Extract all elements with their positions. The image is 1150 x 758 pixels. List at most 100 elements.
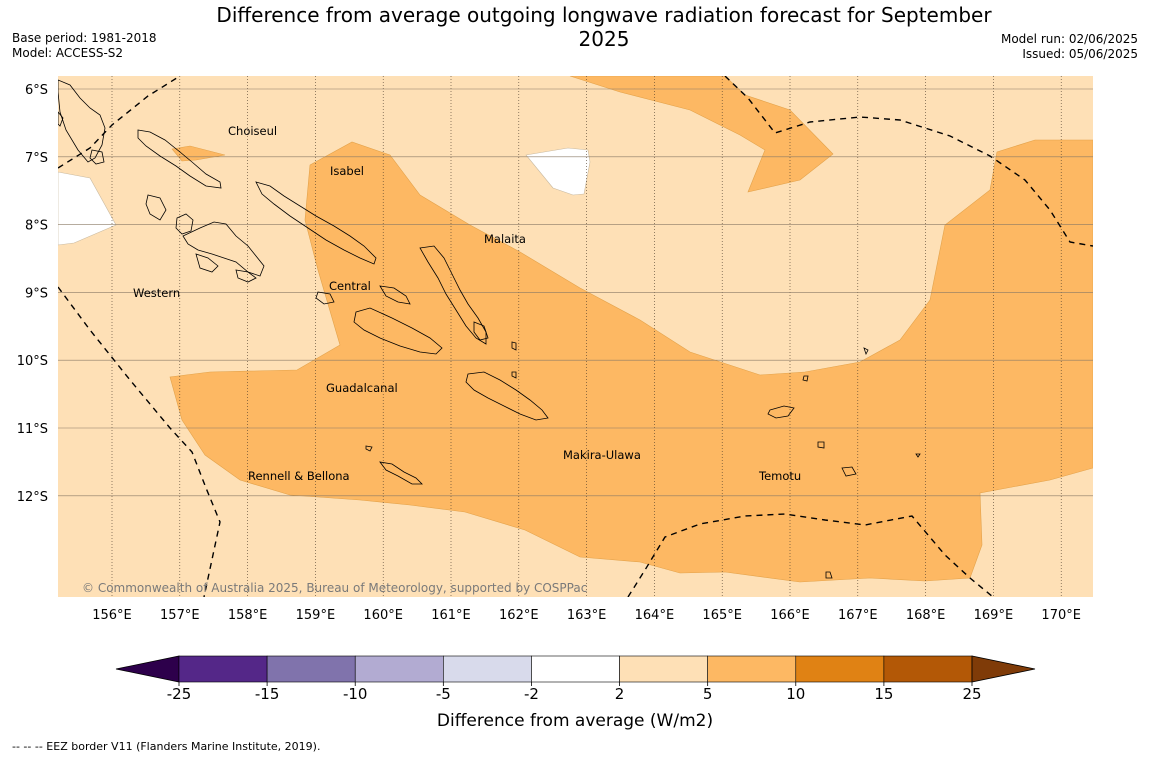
santa-isabel-island	[255, 181, 377, 265]
longitude-tick-label: 156°E	[92, 608, 132, 623]
issued-date: Issued: 05/06/2025	[1022, 47, 1138, 61]
chart-title: Difference from average outgoing longwav…	[216, 3, 992, 51]
colorbar	[115, 655, 1036, 683]
longitude-tick-label: 165°E	[702, 608, 742, 623]
vangunu-island	[235, 269, 257, 283]
region-label-western: Western	[133, 286, 180, 300]
colorbar-tick-label: -25	[167, 685, 192, 703]
new-georgia-island	[182, 221, 265, 277]
eez-legend-footnote: -- -- -- EEZ border V11 (Flanders Marine…	[12, 740, 321, 753]
colorbar-bin	[531, 655, 620, 683]
vanikoro-island	[841, 466, 857, 477]
colorbar-tick-labels: -25 -15 -10 -5 -2 2 5 10 15 25	[167, 682, 982, 703]
buka-island	[58, 111, 64, 127]
region-label-makira-ulawa: Makira-Ulawa	[563, 448, 641, 462]
anomaly-zone-choiseul	[171, 145, 226, 162]
duff-islands	[802, 375, 809, 382]
makira-island	[465, 371, 549, 421]
eez-border-northwest	[58, 76, 181, 169]
longitude-tick-label: 158°E	[228, 608, 268, 623]
tikopia-island	[825, 571, 833, 579]
anomaly-zone-main	[169, 139, 1093, 583]
map-panel: Choiseul Isabel Malaita Western Central …	[58, 76, 1093, 597]
colorbar-bin	[354, 655, 444, 683]
kolombangara-island	[175, 213, 194, 235]
eez-border-south	[627, 513, 994, 597]
region-label-choiseul: Choiseul	[228, 124, 277, 138]
colorbar-tick-label: -5	[436, 685, 451, 703]
colorbar-bin	[178, 655, 268, 683]
eez-border-north	[724, 76, 1093, 247]
colorbar-bin	[619, 655, 708, 683]
latitude-tick-labels: 6°S 7°S 8°S 9°S 10°S 11°S 12°S	[17, 83, 48, 505]
reef-islands	[863, 347, 869, 356]
guadalcanal-island	[353, 307, 443, 355]
longitude-tick-label: 162°E	[499, 608, 539, 623]
model-name: Model: ACCESS-S2	[12, 46, 124, 60]
latitude-tick-label: 7°S	[25, 151, 48, 166]
colorbar-bin	[443, 655, 532, 683]
eez-borders	[58, 76, 1093, 597]
copyright-notice: © Commonwealth of Australia 2025, Bureau…	[82, 581, 587, 595]
ugi-island	[511, 371, 517, 379]
longitude-tick-label: 168°E	[906, 608, 946, 623]
shortland-island	[89, 149, 105, 165]
vella-lavella-island	[145, 194, 167, 221]
ulawa-island	[511, 341, 517, 351]
utupua-island	[817, 441, 825, 449]
latitude-tick-label: 10°S	[17, 354, 48, 369]
colorbar-bin	[883, 655, 973, 683]
colorbar-tick-label: -15	[255, 685, 280, 703]
colorbar-extend-high	[971, 655, 1036, 683]
region-label-central: Central	[329, 279, 371, 293]
anuta-island	[915, 453, 921, 458]
rendova-island	[195, 253, 219, 273]
longitude-tick-label: 164°E	[635, 608, 675, 623]
colorbar-tick-label: 10	[786, 685, 805, 703]
longitude-tick-label: 163°E	[567, 608, 607, 623]
colorbar-bin	[266, 655, 356, 683]
malaita-island	[419, 245, 487, 345]
colorbar-tick-label: -10	[343, 685, 368, 703]
islands	[58, 79, 921, 579]
latitude-tick-label: 12°S	[17, 490, 48, 505]
nendo-island	[767, 405, 795, 419]
longitude-tick-label: 166°E	[770, 608, 810, 623]
region-label-temotu: Temotu	[758, 469, 801, 483]
latitude-tick-label: 8°S	[25, 219, 48, 234]
neutral-patch-west	[58, 171, 117, 246]
bellona-island	[365, 445, 373, 452]
choiseul-island	[137, 129, 222, 189]
region-label-guadalcanal: Guadalcanal	[326, 381, 398, 395]
latitude-tick-label: 11°S	[17, 422, 48, 437]
colorbar-tick-label: 5	[703, 685, 713, 703]
colorbar-tick-label: -2	[524, 685, 539, 703]
neutral-patch-east	[525, 147, 591, 196]
model-run-info: Model run: 02/06/2025 Issued: 05/06/2025	[1001, 32, 1138, 62]
base-period-info: Base period: 1981-2018 Model: ACCESS-S2	[12, 31, 157, 61]
longitude-tick-label: 161°E	[431, 608, 471, 623]
colorbar-bin	[795, 655, 885, 683]
model-run: Model run: 02/06/2025	[1000, 32, 1138, 46]
longitude-tick-label: 159°E	[296, 608, 336, 623]
latitude-tick-label: 6°S	[25, 83, 48, 98]
rennell-island	[379, 461, 423, 485]
base-period: Base period: 1981-2018	[12, 31, 157, 45]
colorbar-bin	[707, 655, 797, 683]
russell-islands	[315, 291, 335, 305]
longitude-tick-label: 167°E	[838, 608, 878, 623]
longitude-tick-label: 170°E	[1041, 608, 1081, 623]
region-label-isabel: Isabel	[330, 164, 364, 178]
region-label-malaita: Malaita	[484, 232, 526, 246]
colorbar-tick-label: 2	[615, 685, 625, 703]
longitude-tick-label: 157°E	[160, 608, 200, 623]
maramasike-island	[473, 321, 489, 341]
longitude-tick-label: 169°E	[974, 608, 1014, 623]
longitude-tick-label: 160°E	[363, 608, 403, 623]
latitude-tick-label: 9°S	[25, 286, 48, 301]
florida-islands	[379, 285, 411, 305]
colorbar-extend-low	[115, 655, 180, 683]
colorbar-title: Difference from average (W/m2)	[437, 711, 713, 731]
longitude-tick-labels: 156°E 157°E 158°E 159°E 160°E 161°E 162°E 163°E…	[92, 608, 1081, 623]
